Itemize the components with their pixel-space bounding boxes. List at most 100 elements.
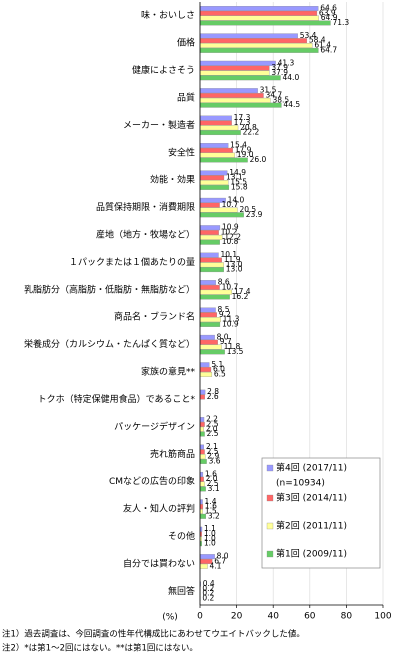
value-label: 8.6 [218,278,230,287]
value-label: 1.6 [205,469,217,478]
bar [199,459,207,464]
value-label: 6.7 [214,556,226,565]
bar [199,125,239,131]
bar [199,47,319,53]
bar [199,504,204,510]
x-tick-label: 20 [231,612,243,622]
bar [199,339,218,345]
value-label: 10.2 [221,228,238,237]
bar [199,509,203,514]
value-label: 5.1 [211,360,223,369]
bar [199,180,229,186]
value-label: 64.6 [320,3,337,12]
y-tick-label: 無回答 [168,585,195,597]
bar [199,454,206,460]
value-label: 0.2 [202,594,214,603]
value-label: 31.5 [260,86,277,95]
bar [199,362,210,368]
bar [199,252,219,258]
bar [199,170,228,176]
value-label: 15.4 [230,141,247,150]
value-label: 8.0 [217,332,229,341]
bar [199,43,313,48]
legend-label: 第2回 (2011/11) [276,520,347,532]
bar [199,152,235,158]
value-label: 2.5 [207,429,219,438]
value-label: 58.4 [309,36,326,45]
value-label: 1.4 [205,497,217,506]
note: 注2）*は第1～2回にはない。**は第1回にはない。 [2,643,198,654]
bar [199,6,319,11]
bar [199,334,215,340]
legend-label: 第4回 (2017/11) [276,462,347,474]
y-tick-label: CMなどの広告の印象 [109,475,195,487]
value-label: 10.7 [222,200,239,209]
value-label: 44.0 [283,73,300,82]
bar [199,554,215,560]
y-tick-label: トクホ（特定保健用食品）であること* [38,393,196,405]
value-label: 2.9 [207,452,219,461]
bar [199,212,244,218]
bar [199,389,206,395]
value-label: 17.3 [234,118,251,127]
bar [199,267,224,273]
x-axis-label: (%) [162,613,178,623]
bar [199,147,233,153]
value-label: 71.3 [332,18,349,27]
value-label: 13.1 [226,173,243,182]
y-tick-label: 商品名・ブランド名 [114,311,195,323]
value-label: 8.0 [217,552,229,561]
bar [199,184,230,190]
bar [199,284,220,290]
y-tick-label: 売れ筋商品 [150,448,195,460]
y-tick-label: 価格 [177,37,195,49]
bar [199,115,232,121]
note: 注1）過去調査は、今回調査の性年代構成比にあわせてウエイトバックした値。 [2,629,305,640]
value-label: 1.5 [205,506,217,515]
value-label: 13.0 [226,265,243,274]
bar [199,257,222,263]
value-label: 0.2 [202,589,214,598]
legend-swatch [266,550,274,558]
bar [199,444,204,450]
bar [199,426,204,432]
value-label: 10.7 [222,282,239,291]
value-label: 15.5 [230,178,247,187]
value-label: 8.5 [218,305,230,314]
value-label: 11.8 [224,342,241,351]
bar [199,143,229,148]
y-tick-label: 家族の意見** [141,366,196,378]
y-tick-label: 品質 [177,91,195,103]
value-label: 16.2 [232,292,249,301]
value-label: 26.0 [250,155,267,164]
bar [199,349,225,355]
y-tick-label: 自分では買わない [123,557,195,569]
legend-swatch [266,464,274,472]
value-label: 37.9 [271,68,288,77]
value-label: 14.9 [229,168,246,177]
value-label: 53.4 [300,31,317,40]
value-label: 9.2 [219,310,231,319]
bar [199,280,216,286]
value-label: 17.9 [235,145,252,154]
value-label: 2.5 [207,419,219,428]
value-label: 17.4 [234,287,251,296]
value-label: 0.2 [202,584,214,593]
bar [199,367,212,373]
bar [199,421,205,427]
value-label: 2.5 [207,479,219,488]
y-tick-label: 安全性 [168,146,195,158]
value-label: 2.8 [207,387,219,396]
bar [199,10,318,16]
value-label: 13.0 [226,260,243,269]
bar [199,431,205,437]
value-label: 15.8 [231,182,248,191]
value-label: 19.0 [237,150,254,159]
bar [199,60,276,66]
legend-swatch [266,494,274,502]
bar [199,344,222,350]
y-tick-label: 健康によさそう [132,64,195,76]
bar [199,471,204,477]
y-tick-label: １パックまたは１個あたりの量 [69,256,195,268]
bar [199,371,213,377]
